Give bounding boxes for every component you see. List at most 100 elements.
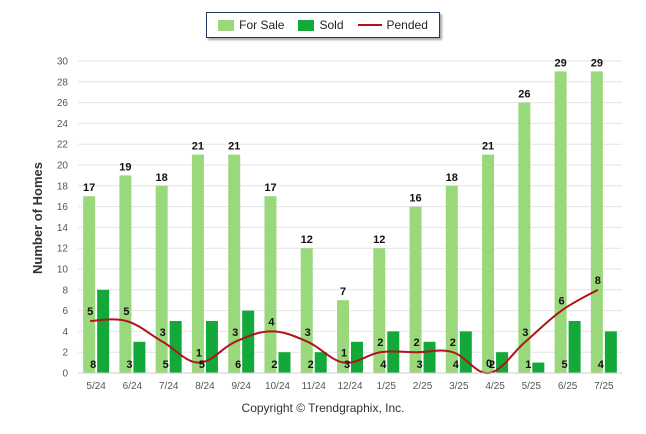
label-sold: 3 <box>416 359 422 371</box>
label-sold: 8 <box>90 359 96 371</box>
x-tick-label: 3/25 <box>449 381 469 392</box>
label-pended: 4 <box>268 316 275 328</box>
x-tick-label: 10/24 <box>265 381 290 392</box>
bar-for-sale <box>409 206 422 373</box>
bar-sold <box>423 341 436 373</box>
y-tick-label: 0 <box>62 369 68 380</box>
label-pended: 3 <box>160 327 166 339</box>
label-for-sale: 21 <box>228 141 240 153</box>
x-tick-label: 2/25 <box>413 381 433 392</box>
label-pended: 5 <box>87 306 93 318</box>
bar-sold <box>169 321 182 373</box>
y-tick-label: 4 <box>62 327 68 338</box>
y-tick-label: 16 <box>57 202 69 213</box>
pended-swatch <box>357 24 382 26</box>
bar-for-sale <box>590 71 603 374</box>
x-tick-label: 12/24 <box>337 381 362 392</box>
bar-for-sale <box>445 185 458 373</box>
x-tick-label: 11/24 <box>302 381 327 392</box>
label-pended: 1 <box>341 348 347 360</box>
y-tick-label: 14 <box>57 223 69 234</box>
legend-item-sold[interactable]: Sold <box>298 18 344 32</box>
label-sold: 6 <box>235 359 241 371</box>
label-for-sale: 7 <box>340 286 346 298</box>
x-tick-label: 1/25 <box>377 381 397 392</box>
bar-sold <box>242 310 255 373</box>
label-for-sale: 29 <box>591 57 603 69</box>
y-axis-title: Number of Homes <box>30 162 45 274</box>
x-tick-label: 6/24 <box>123 381 143 392</box>
bar-for-sale <box>300 248 313 373</box>
bar-for-sale <box>518 102 531 373</box>
x-tick-label: 7/25 <box>594 381 614 392</box>
label-sold: 3 <box>344 359 350 371</box>
label-pended: 3 <box>232 327 238 339</box>
label-pended: 2 <box>377 337 383 349</box>
bar-sold <box>205 321 218 373</box>
data-labels: 1781931852152161721227312416318421226129… <box>83 57 605 371</box>
legend-label-for-sale: For Sale <box>239 18 285 32</box>
label-for-sale: 17 <box>83 182 95 194</box>
x-tick-label: 6/25 <box>558 381 578 392</box>
grid <box>78 60 622 374</box>
label-sold: 2 <box>271 359 277 371</box>
x-tick-label: 5/24 <box>86 381 106 392</box>
sold-swatch <box>298 19 315 31</box>
label-sold: 4 <box>598 359 605 371</box>
label-for-sale: 18 <box>156 172 168 184</box>
label-pended: 3 <box>305 327 311 339</box>
label-for-sale: 21 <box>192 141 204 153</box>
bar-sold <box>532 362 545 373</box>
label-pended: 0 <box>486 358 492 370</box>
pended-line-path <box>90 288 599 375</box>
bar-sold <box>97 289 110 373</box>
y-tick-label: 28 <box>57 77 69 88</box>
y-tick-label: 10 <box>57 265 69 276</box>
y-tick-label: 30 <box>57 57 69 68</box>
legend-label-sold: Sold <box>319 18 344 32</box>
bar-for-sale <box>83 196 96 373</box>
label-sold: 5 <box>199 359 205 371</box>
bars <box>83 71 617 374</box>
copyright-text: Copyright © Trendgraphix, Inc. <box>241 401 405 415</box>
label-pended: 5 <box>123 306 129 318</box>
legend-label-pended: Pended <box>386 18 428 32</box>
label-for-sale: 21 <box>482 141 494 153</box>
label-pended: 2 <box>413 337 419 349</box>
pended-line <box>90 288 599 375</box>
bar-for-sale <box>554 71 567 374</box>
label-for-sale: 12 <box>301 234 313 246</box>
bar-sold <box>604 331 617 373</box>
label-for-sale: 26 <box>518 89 530 101</box>
label-pended: 2 <box>450 337 456 349</box>
y-tick-label: 6 <box>62 306 68 317</box>
bar-sold <box>568 321 581 373</box>
label-pended: 3 <box>522 327 528 339</box>
label-pended: 1 <box>196 348 202 360</box>
label-sold: 5 <box>163 359 169 371</box>
label-for-sale: 19 <box>119 161 131 173</box>
bar-sold <box>278 352 291 373</box>
label-for-sale: 29 <box>554 57 566 69</box>
label-for-sale: 12 <box>373 234 385 246</box>
bar-for-sale <box>482 154 495 373</box>
y-tick-label: 22 <box>57 140 69 151</box>
bar-for-sale <box>155 185 168 373</box>
label-for-sale: 16 <box>409 193 421 205</box>
bar-sold <box>314 352 327 373</box>
bar-for-sale <box>228 154 241 373</box>
label-sold: 3 <box>126 359 132 371</box>
label-for-sale: 17 <box>264 182 276 194</box>
for-sale-swatch <box>218 19 235 31</box>
bar-for-sale <box>191 154 204 373</box>
legend-item-pended[interactable]: Pended <box>357 18 428 32</box>
bar-for-sale <box>119 175 132 373</box>
label-sold: 4 <box>453 359 460 371</box>
y-tick-label: 24 <box>57 119 69 130</box>
y-tick-label: 18 <box>57 181 69 192</box>
x-tick-label: 7/24 <box>159 381 179 392</box>
y-tick-label: 26 <box>57 98 69 109</box>
legend-item-for-sale[interactable]: For Sale <box>218 18 284 32</box>
